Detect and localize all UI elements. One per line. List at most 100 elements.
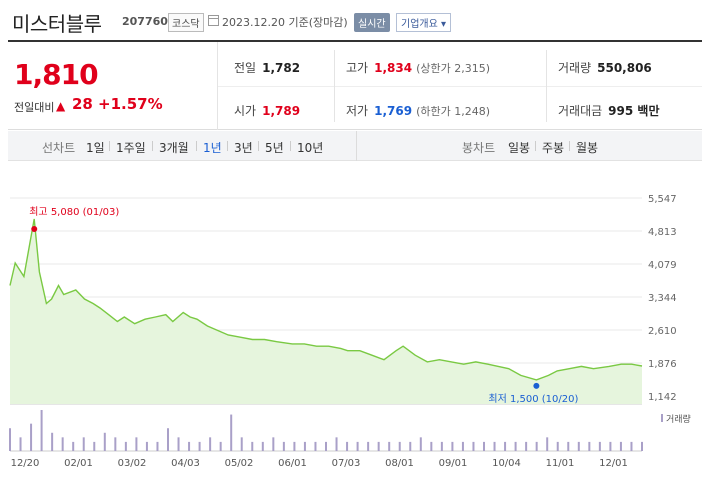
x-tick-label: 08/01 (385, 458, 414, 469)
company-overview-dropdown[interactable]: 기업개요 ▾ (396, 13, 451, 32)
volume-bar (230, 414, 233, 451)
up-arrow-icon: ▲ (56, 99, 66, 113)
volume-bar (251, 441, 254, 451)
x-tick-label: 05/02 (225, 458, 254, 469)
weekly-candle-button[interactable]: 주봉 (542, 141, 565, 155)
price-change: 28 (72, 95, 93, 113)
x-tick-label: 11/01 (546, 458, 575, 469)
divider (152, 141, 153, 151)
volume-bar (272, 437, 275, 451)
volume-bar (325, 441, 327, 451)
current-price: 1,810 (14, 58, 99, 91)
period-1w-button[interactable]: 1주일 (116, 141, 146, 155)
volume-bar (419, 437, 422, 451)
volume-bar (209, 437, 212, 451)
price-chart-svg: 5,547 4,813 4,079 3,344 2,610 1,876 1,142 최고 5,… (9, 194, 691, 469)
volume-bar (114, 437, 117, 451)
trade-amount: 거래대금 995 백만 (558, 102, 659, 119)
realtime-button[interactable]: 실시간 (354, 13, 390, 32)
stock-code: 207760 (122, 15, 168, 28)
volume-bar (472, 441, 475, 451)
volume-bar (103, 432, 106, 451)
period-3y-button[interactable]: 3년 (234, 141, 253, 155)
volume-bar (577, 441, 580, 451)
volume-bar (641, 441, 643, 451)
divider (227, 141, 228, 151)
reference-date: 2023.12.20 기준(장마감) (222, 16, 348, 29)
volume-value: 550,806 (597, 61, 652, 75)
volume-bar (451, 441, 454, 451)
volume-bar (619, 441, 622, 451)
volume-label: 거래량 (558, 61, 592, 75)
divider (258, 141, 259, 151)
x-tick-label: 10/04 (492, 458, 521, 469)
divider (290, 141, 291, 151)
y-tick-label: 5,547 (648, 194, 677, 205)
price-change-percent: +1.57% (98, 95, 163, 113)
volume-bar (598, 441, 601, 451)
prev-close-label: 전일 (234, 61, 257, 75)
volume-bar (261, 441, 264, 451)
volume-bar (367, 441, 370, 451)
volume-bar (398, 441, 401, 451)
volume-bar (461, 441, 464, 451)
day-high: 고가 1,834 (상한가 2,315) (346, 59, 490, 76)
volume: 거래량 550,806 (558, 59, 652, 76)
x-tick-label: 09/01 (439, 458, 468, 469)
current-price-box: 1,810 전일대비 ▲ 28 +1.57% (8, 42, 218, 130)
day-low-value: 1,769 (374, 104, 413, 118)
x-tick-label: 07/03 (332, 458, 361, 469)
volume-bar (409, 441, 412, 451)
x-tick-label: 04/03 (171, 458, 200, 469)
volume-bar (388, 441, 391, 451)
volume-bar (40, 410, 43, 451)
volume-bar (546, 437, 549, 451)
volume-bar (483, 441, 485, 451)
y-tick-label: 4,813 (648, 227, 677, 238)
low-annotation: 최저 1,500 (10/20) (488, 393, 578, 405)
x-tick-label: 03/02 (118, 458, 147, 469)
volume-bar (19, 437, 22, 451)
volume-bar (567, 441, 570, 451)
day-high-value: 1,834 (374, 61, 413, 75)
volume-bar (198, 441, 201, 451)
volume-bar (188, 441, 191, 451)
prev-close-value: 1,782 (262, 61, 301, 75)
column-divider (546, 50, 547, 122)
period-3m-button[interactable]: 3개월 (159, 141, 189, 155)
volume-bar (30, 423, 33, 451)
volume-bar (346, 441, 349, 451)
volume-bar (504, 441, 507, 451)
volume-bar (167, 428, 169, 451)
price-line (9, 218, 643, 381)
period-1y-button[interactable]: 1년 (203, 141, 222, 155)
y-tick-label: 1,142 (648, 392, 677, 403)
volume-bar (335, 437, 338, 451)
volume-bar (588, 441, 591, 451)
trade-amount-value: 995 백만 (608, 104, 660, 118)
volume-bar (9, 428, 11, 451)
volume-bar (525, 441, 528, 451)
volume-bar (377, 441, 380, 451)
price-chart: 5,547 4,813 4,079 3,344 2,610 1,876 1,142 최고 5,… (0, 168, 707, 487)
daily-candle-button[interactable]: 일봉 (508, 141, 531, 155)
day-open-value: 1,789 (262, 104, 301, 118)
volume-bar (219, 441, 222, 451)
volume-bar (124, 441, 127, 451)
volume-bar (314, 441, 317, 451)
calendar-icon (208, 15, 219, 26)
period-1d-button[interactable]: 1일 (86, 141, 105, 155)
volume-bar (61, 437, 64, 451)
section-divider (356, 131, 357, 161)
volume-legend-label: 거래량 (666, 413, 691, 425)
volume-bar (93, 441, 96, 451)
volume-bar (72, 441, 75, 451)
price-area (10, 219, 642, 404)
divider (569, 141, 570, 151)
line-chart-label: 선차트 (42, 141, 76, 155)
high-annotation: 최고 5,080 (01/03) (29, 206, 119, 218)
monthly-candle-button[interactable]: 월봉 (576, 141, 599, 155)
period-10y-button[interactable]: 10년 (297, 141, 324, 155)
upper-limit: (상한가 2,315) (416, 62, 490, 75)
period-5y-button[interactable]: 5년 (265, 141, 284, 155)
